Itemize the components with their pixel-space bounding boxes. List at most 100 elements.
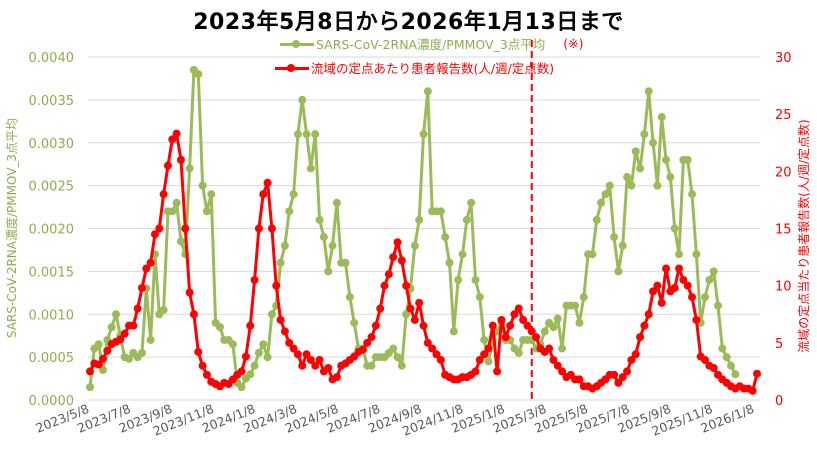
data-point-patients	[510, 310, 519, 319]
data-point-patients	[740, 384, 749, 393]
data-point-rna	[272, 301, 281, 310]
data-point-rna	[354, 344, 363, 353]
data-point-rna	[107, 323, 116, 332]
data-point-rna	[514, 348, 523, 357]
data-point-rna	[111, 310, 120, 319]
data-point-patients	[163, 161, 172, 170]
data-point-patients	[98, 354, 107, 363]
data-point-rna	[133, 353, 142, 362]
data-point-patients	[631, 350, 640, 359]
data-point-patients	[458, 373, 467, 382]
data-point-patients	[389, 253, 398, 262]
data-point-rna	[233, 378, 242, 387]
data-point-rna	[415, 215, 424, 224]
data-point-rna	[519, 335, 528, 344]
data-point-patients	[363, 338, 372, 347]
data-point-patients	[727, 382, 736, 391]
x-tick-label: 2024/1/8	[200, 401, 258, 436]
data-point-rna	[250, 361, 259, 370]
data-point-rna	[319, 233, 328, 242]
data-point-patients	[718, 375, 727, 384]
data-point-patients	[627, 355, 636, 364]
data-point-rna	[549, 323, 558, 332]
data-point-rna	[705, 275, 714, 284]
data-point-rna	[527, 335, 536, 344]
data-point-rna	[150, 250, 159, 259]
data-point-rna	[285, 207, 294, 216]
data-point-rna	[246, 370, 255, 379]
data-point-rna	[462, 215, 471, 224]
data-point-patients	[618, 373, 627, 382]
data-point-rna	[90, 344, 99, 353]
data-point-patients	[475, 355, 484, 364]
data-point-rna	[371, 353, 380, 362]
data-point-rna	[644, 87, 653, 96]
data-point-patients	[146, 258, 155, 267]
data-point-rna	[436, 207, 445, 216]
data-point-rna	[597, 198, 606, 207]
data-point-rna	[571, 301, 580, 310]
data-point-rna	[228, 340, 237, 349]
data-point-rna	[731, 370, 740, 379]
data-point-rna	[129, 348, 138, 357]
data-point-patients	[176, 155, 185, 164]
data-point-patients	[384, 270, 393, 279]
data-point-rna	[566, 301, 575, 310]
data-point-rna	[718, 344, 727, 353]
data-point-rna	[298, 95, 307, 104]
data-point-rna	[692, 250, 701, 259]
data-point-patients	[493, 367, 502, 376]
data-point-patients	[562, 373, 571, 382]
data-point-rna	[215, 323, 224, 332]
data-point-patients	[367, 333, 376, 342]
data-point-rna	[185, 164, 194, 173]
data-point-rna	[211, 318, 220, 327]
data-point-patients	[159, 190, 168, 199]
data-point-patients	[376, 304, 385, 313]
data-point-patients	[380, 281, 389, 290]
data-point-rna	[358, 344, 367, 353]
data-point-patients	[237, 367, 246, 376]
data-point-rna	[341, 258, 350, 267]
data-point-patients	[497, 315, 506, 324]
data-point-rna	[402, 310, 411, 319]
data-point-patients	[445, 373, 454, 382]
data-point-patients	[267, 224, 276, 233]
y-right-tick-label: 25	[775, 108, 792, 123]
data-point-rna	[662, 155, 671, 164]
data-point-rna	[506, 335, 515, 344]
data-point-patients	[657, 298, 666, 307]
data-point-rna	[116, 331, 125, 340]
data-point-patients	[545, 344, 554, 353]
data-point-rna	[263, 353, 272, 362]
data-point-patients	[328, 375, 337, 384]
data-point-rna	[389, 344, 398, 353]
data-point-patients	[168, 135, 177, 144]
data-point-patients	[302, 350, 311, 359]
data-point-patients	[410, 315, 419, 324]
x-tick-label: 2025/9/8	[615, 401, 673, 436]
data-point-patients	[181, 224, 190, 233]
data-point-patients	[566, 370, 575, 379]
data-point-rna	[640, 130, 649, 139]
data-point-rna	[653, 181, 662, 190]
data-point-patients	[406, 304, 415, 313]
data-point-patients	[744, 384, 753, 393]
legend-line-marker-red-icon	[275, 63, 309, 73]
data-point-patients	[670, 283, 679, 292]
data-point-rna	[289, 190, 298, 199]
data-point-patients	[679, 275, 688, 284]
data-point-patients	[636, 333, 645, 342]
data-point-patients	[298, 361, 307, 370]
data-point-rna	[484, 357, 493, 366]
data-point-patients	[103, 346, 112, 355]
data-point-patients	[519, 315, 528, 324]
y-left-tick-label: 0.0020	[29, 223, 75, 238]
data-point-patients	[449, 375, 458, 384]
x-tick-label: 2025/7/8	[574, 401, 632, 436]
data-point-patients	[111, 337, 120, 346]
x-tick-label: 2024/7/8	[324, 401, 382, 436]
x-tick-label: 2025/5/8	[532, 401, 590, 436]
x-tick-label: 2023/11/8	[151, 401, 216, 439]
data-point-patients	[319, 367, 328, 376]
